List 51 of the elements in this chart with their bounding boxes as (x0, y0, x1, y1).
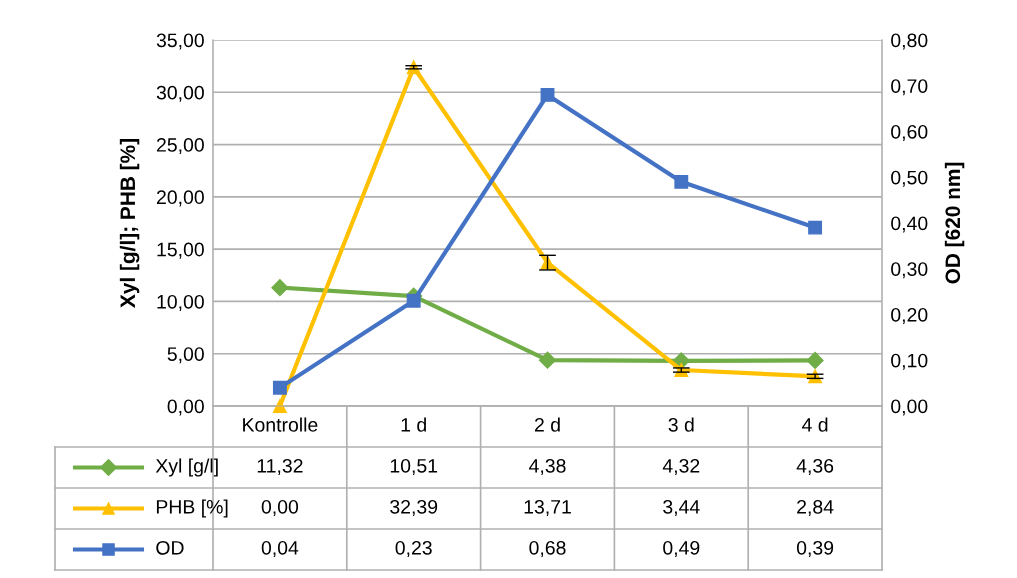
data-label: 4,36 (796, 458, 834, 476)
y-tick-label: 5,00 (167, 347, 204, 364)
legend-label: OD (156, 540, 184, 555)
point (538, 351, 557, 369)
y2-tick-label: 0,10 (891, 353, 928, 370)
y-axis-title: Xyl [g/l]; PHB [%] (119, 139, 140, 308)
data-label: 11,32 (257, 458, 303, 476)
y-tick-label: 25,00 (156, 138, 204, 155)
data-label: 4,32 (662, 458, 700, 476)
legend-label: Xyl [g/l] (155, 458, 218, 477)
data-label: 10,51 (390, 458, 438, 476)
y-tick-label: 20,00 (156, 190, 204, 207)
y2-tick-label: 0,60 (891, 124, 928, 142)
data-label: 0,04 (261, 540, 299, 558)
y2-tick-label: 0,70 (891, 79, 928, 96)
data-label: 0,68 (529, 540, 566, 558)
y2-tick-label: 0,00 (891, 399, 928, 416)
data-label: 32,39 (390, 499, 438, 517)
y2-axis-title: OD [620 nm] (944, 162, 965, 284)
data-label: 3,44 (663, 499, 700, 517)
point (674, 174, 689, 189)
y2-tick-label: 0,80 (891, 33, 928, 50)
point (271, 279, 289, 297)
data-label: 13,71 (524, 499, 571, 517)
data-label: 0,23 (395, 540, 432, 558)
data-label: 0,49 (663, 540, 700, 558)
y2-tick-label: 0,30 (891, 262, 928, 279)
legend-label: PHB [%] (156, 499, 228, 518)
y2-tick-label: 0,40 (891, 216, 928, 233)
point (406, 293, 421, 308)
x-tick-label: 3 d (668, 417, 694, 432)
data-label: 2,84 (797, 499, 834, 517)
x-tick-label: Kontrolle (243, 417, 318, 432)
y-tick-label: 10,00 (157, 294, 204, 311)
x-tick-label: 4 d (802, 417, 828, 432)
data-label: 0,00 (261, 499, 299, 517)
point (272, 380, 287, 395)
point (808, 220, 823, 235)
point (540, 87, 555, 102)
data-label: 4,38 (529, 458, 566, 476)
y2-tick-label: 0,20 (891, 307, 928, 325)
y-tick-label: 0,00 (167, 399, 204, 416)
x-tick-label: 1 d (401, 417, 426, 432)
y-tick-label: 15,00 (157, 242, 204, 259)
data-label: 0,39 (796, 540, 834, 558)
y-tick-label: 35,00 (156, 33, 204, 50)
x-tick-label: 2 d (534, 417, 560, 432)
y-tick-label: 30,00 (156, 85, 204, 102)
y2-tick-label: 0,50 (891, 170, 928, 187)
point (806, 351, 824, 369)
point (272, 399, 287, 413)
